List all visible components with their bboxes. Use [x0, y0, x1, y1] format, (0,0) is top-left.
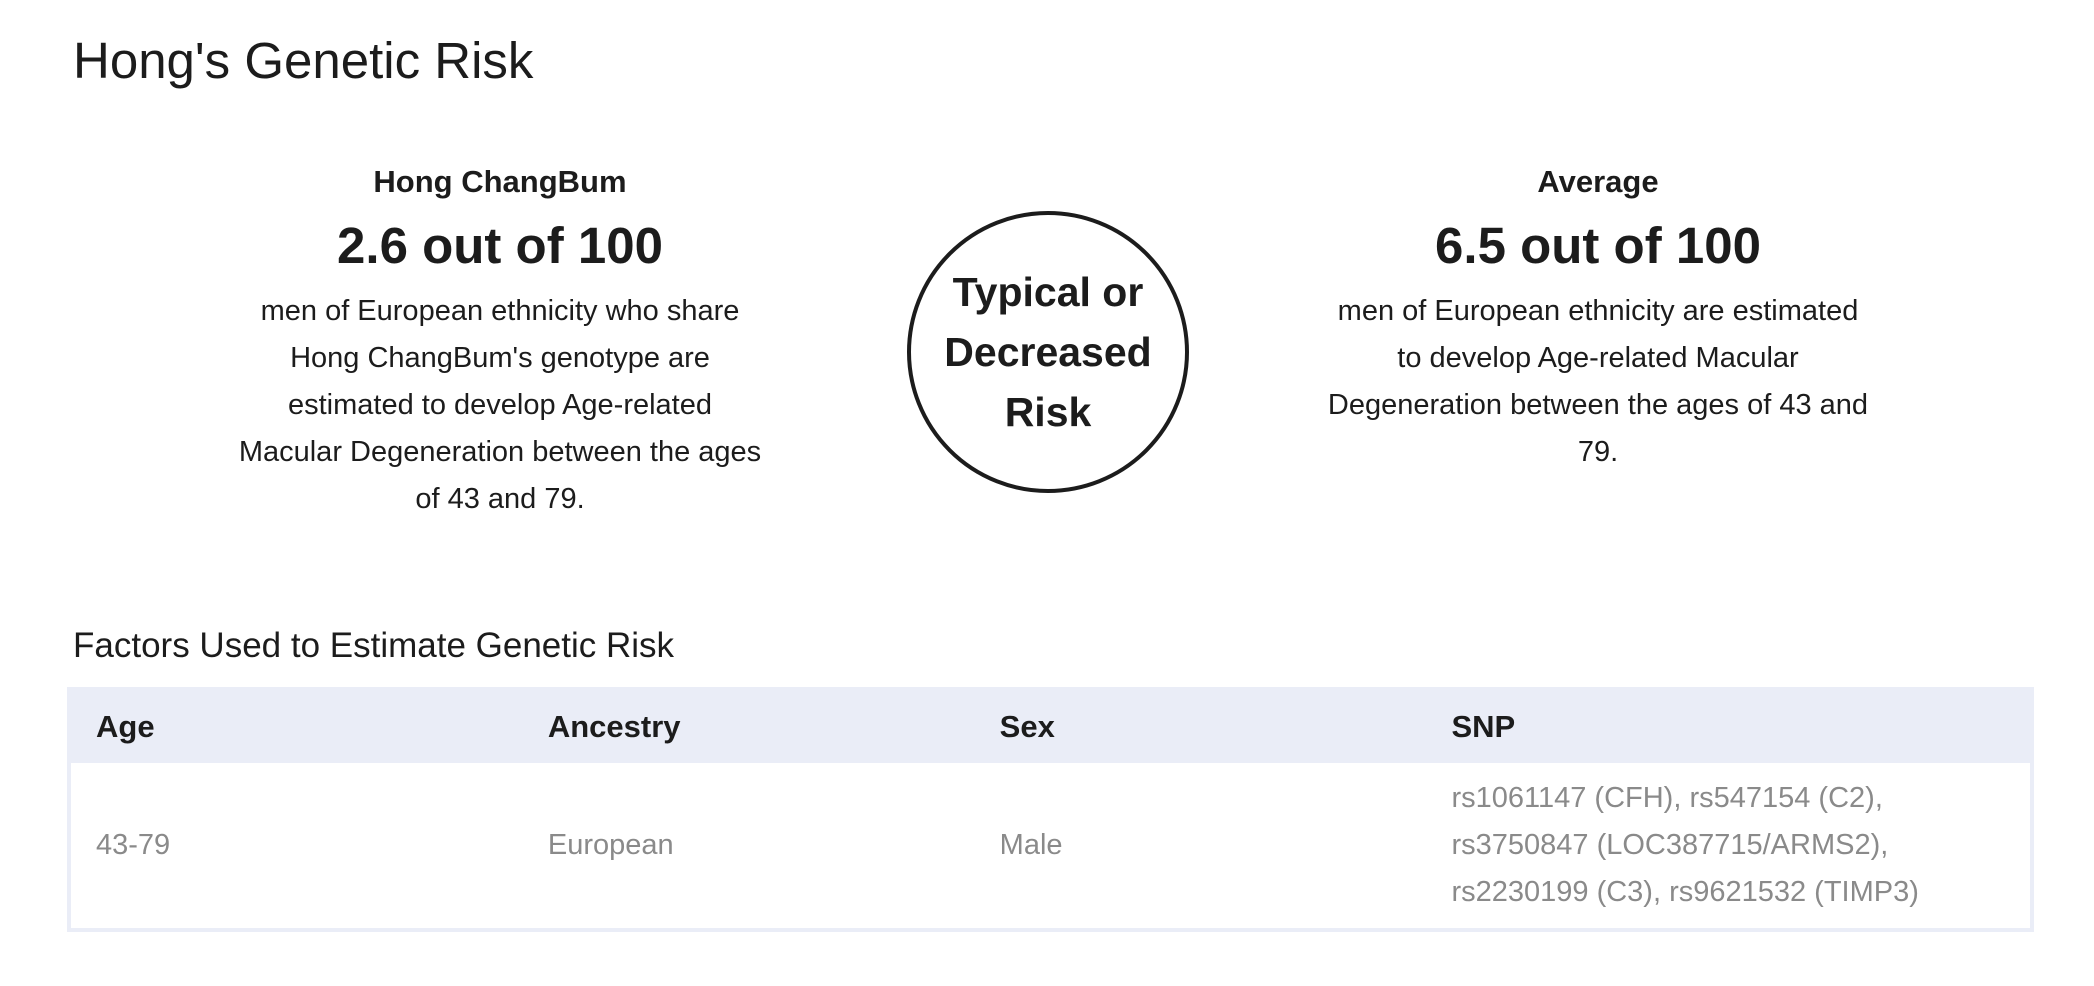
risk-level-label: Typical or Decreased Risk: [944, 269, 1152, 435]
user-risk-description: men of European ethnicity who share Hong…: [238, 295, 762, 515]
risk-level-badge: Typical or Decreased Risk: [907, 211, 1189, 493]
header-snp: SNP: [1426, 689, 2032, 763]
average-risk-description: men of European ethnicity are estimated …: [1327, 295, 1869, 468]
average-risk-panel: Average 6.5 out of 100 men of European e…: [1325, 160, 1871, 476]
cell-ancestry: European: [547, 829, 674, 861]
cell-sex: Male: [999, 829, 1063, 861]
header-ancestry: Ancestry: [522, 689, 975, 763]
average-risk-score: 6.5 out of 100: [1435, 217, 1761, 274]
factors-section-title: Factors Used to Estimate Genetic Risk: [73, 626, 675, 665]
page-title: Hong's Genetic Risk: [73, 32, 534, 89]
user-risk-panel: Hong ChangBum 2.6 out of 100 men of Euro…: [227, 160, 773, 523]
user-name: Hong ChangBum: [373, 164, 627, 199]
header-age: Age: [69, 689, 523, 763]
table-header-row: Age Ancestry Sex SNP: [69, 689, 2032, 763]
table-row: 43-79 European Male rs1061147 (CFH), rs5…: [69, 763, 2032, 930]
snp-list: rs1061147 (CFH), rs547154 (C2), rs375084…: [1451, 782, 1919, 908]
cell-snp: rs1061147 (CFH), rs547154 (C2), rs375084…: [1426, 763, 2032, 930]
factors-table: Age Ancestry Sex SNP 43-79 European Male…: [67, 687, 2034, 932]
user-risk-score: 2.6 out of 100: [337, 217, 663, 274]
header-sex: Sex: [974, 689, 1427, 763]
average-label: Average: [1537, 164, 1659, 199]
cell-age: 43-79: [96, 829, 171, 861]
